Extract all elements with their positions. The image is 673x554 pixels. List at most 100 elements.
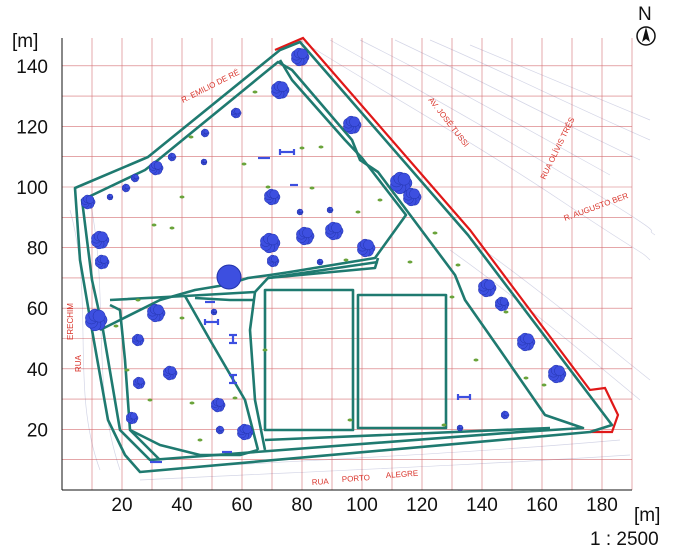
y-tick-label: 80 <box>27 239 48 260</box>
shrub <box>523 376 529 380</box>
tree-canopy <box>271 80 290 100</box>
shrub <box>124 368 130 372</box>
tree-canopy <box>132 333 145 347</box>
x-tick-label: 60 <box>231 495 252 516</box>
tree-canopy <box>267 254 280 268</box>
shrub <box>441 423 447 427</box>
shrub <box>197 438 203 442</box>
y-axis-unit: [m] <box>12 31 38 52</box>
x-tick-labels: 20 40 60 80 100 120 140 160 180 <box>111 495 617 516</box>
shrub <box>473 358 479 362</box>
tree-canopy <box>200 128 210 138</box>
shrub <box>241 162 247 166</box>
tree-canopy <box>495 296 510 312</box>
tree-canopy <box>106 193 114 201</box>
tree-canopy <box>264 188 281 206</box>
y-tick-label: 100 <box>16 178 48 199</box>
tree-canopy <box>211 397 226 413</box>
tree-canopy <box>296 226 315 246</box>
x-tick-label: 20 <box>111 495 132 516</box>
x-tick-label: 40 <box>171 495 192 516</box>
x-tick-label: 140 <box>466 495 498 516</box>
tree-canopy <box>260 232 281 254</box>
tree-canopy <box>316 258 324 266</box>
street-label-alegre: ALEGRE <box>386 469 419 480</box>
shrub <box>265 185 271 189</box>
tree-canopy <box>149 160 164 176</box>
street-label-augusto: R. AUGUSTO BER <box>563 191 630 223</box>
tree-canopy <box>163 365 178 381</box>
shrub <box>407 260 413 264</box>
shrub <box>113 324 119 328</box>
street-label-jose-tussi: AV. JOSÉ TUSSI <box>426 96 470 149</box>
y-tick-label: 60 <box>27 299 48 320</box>
scale-label: 1 : 2500 <box>590 529 659 550</box>
street-label-erechim: ERECHIM <box>66 303 75 340</box>
tree-canopy <box>500 410 510 420</box>
shrub <box>188 135 194 139</box>
north-arrow-icon: N <box>636 4 656 46</box>
tree-canopy <box>456 424 464 432</box>
tree-canopy <box>91 230 110 250</box>
street-label-porto: PORTO <box>342 473 371 484</box>
tree-canopy <box>230 107 242 119</box>
property-boundary <box>274 36 620 434</box>
tree-canopy <box>210 308 218 316</box>
tree-canopy <box>167 152 177 162</box>
tree-canopies <box>81 47 567 441</box>
shrub <box>147 398 153 402</box>
street-label-rua-south: RUA <box>312 477 330 487</box>
shrub <box>355 210 361 214</box>
shrub <box>347 418 353 422</box>
shrub <box>299 146 305 150</box>
shrub <box>309 186 315 190</box>
x-tick-label: 120 <box>406 495 438 516</box>
y-tick-label: 20 <box>27 420 48 441</box>
path-network <box>73 40 614 474</box>
tree-canopy <box>326 206 334 214</box>
tree-canopy <box>126 411 139 425</box>
tree-canopy <box>147 303 166 323</box>
shrub <box>541 383 547 387</box>
shrub <box>179 316 185 320</box>
shrub <box>503 310 509 314</box>
x-tick-label: 160 <box>526 495 558 516</box>
shrub <box>318 145 324 149</box>
x-tick-label: 180 <box>586 495 618 516</box>
shrub <box>169 226 175 230</box>
tree-canopy <box>296 208 304 216</box>
benches <box>150 149 472 464</box>
tree-canopy <box>325 221 344 241</box>
street-label-rua-west: RUA <box>74 354 83 372</box>
shrub <box>455 263 461 267</box>
shrub <box>151 223 157 227</box>
north-label: N <box>638 4 652 25</box>
shrubs <box>113 90 547 442</box>
shrub <box>135 298 141 302</box>
tree-canopy <box>548 364 567 384</box>
tree-canopy <box>121 183 131 193</box>
tree-canopy <box>130 173 140 183</box>
street-label-olivis: RUA OLÍVIS TRÊS <box>539 116 577 181</box>
tree-canopy <box>343 115 362 135</box>
tree-canopy <box>390 171 413 195</box>
tree-canopy <box>95 254 110 270</box>
fountain <box>216 264 242 290</box>
tree-canopy <box>81 194 96 210</box>
y-tick-labels: 20 40 60 80 100 120 140 <box>16 57 48 442</box>
shrub <box>343 258 349 262</box>
shrub <box>377 198 383 202</box>
x-tick-label: 100 <box>346 495 378 516</box>
grid-lines <box>61 38 633 491</box>
tree-canopy <box>133 376 146 390</box>
tree-canopy <box>403 187 422 207</box>
x-tick-label: 80 <box>291 495 312 516</box>
shrub <box>189 401 195 405</box>
y-tick-label: 120 <box>16 117 48 138</box>
shrub <box>262 348 268 352</box>
shrub <box>179 195 185 199</box>
shrub <box>432 231 438 235</box>
tree-canopy <box>85 308 108 332</box>
tree-canopy <box>237 423 254 441</box>
